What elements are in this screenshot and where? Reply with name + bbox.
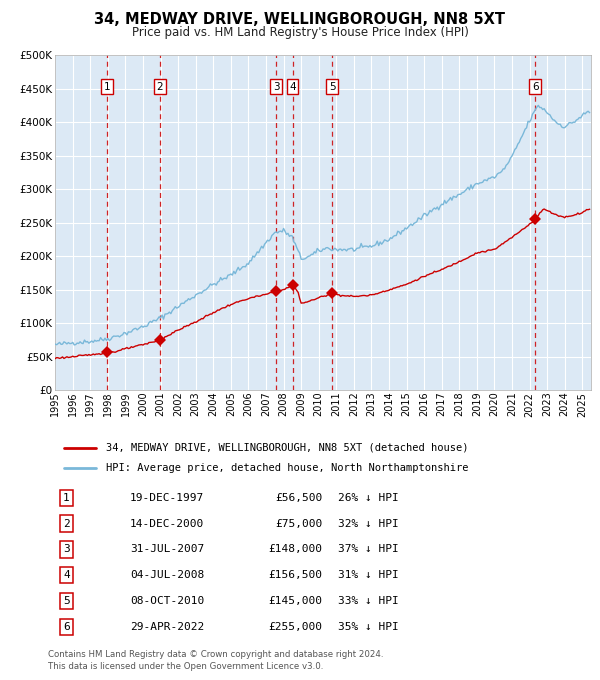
Text: 33% ↓ HPI: 33% ↓ HPI [338,596,399,606]
Text: 31% ↓ HPI: 31% ↓ HPI [338,571,399,580]
Text: £156,500: £156,500 [269,571,323,580]
Text: Contains HM Land Registry data © Crown copyright and database right 2024.: Contains HM Land Registry data © Crown c… [48,649,383,659]
Text: 2: 2 [157,82,163,92]
Text: 5: 5 [63,596,70,606]
Text: 29-APR-2022: 29-APR-2022 [130,622,204,632]
Text: £255,000: £255,000 [269,622,323,632]
Text: £56,500: £56,500 [275,493,323,503]
Text: 4: 4 [289,82,296,92]
Text: 1: 1 [104,82,110,92]
Text: 26% ↓ HPI: 26% ↓ HPI [338,493,399,503]
Text: 2: 2 [63,519,70,528]
Text: 34, MEDWAY DRIVE, WELLINGBOROUGH, NN8 5XT (detached house): 34, MEDWAY DRIVE, WELLINGBOROUGH, NN8 5X… [106,443,469,453]
Text: 34, MEDWAY DRIVE, WELLINGBOROUGH, NN8 5XT: 34, MEDWAY DRIVE, WELLINGBOROUGH, NN8 5X… [95,12,505,27]
Text: 04-JUL-2008: 04-JUL-2008 [130,571,204,580]
Text: 6: 6 [532,82,539,92]
Text: 14-DEC-2000: 14-DEC-2000 [130,519,204,528]
Text: 5: 5 [329,82,335,92]
Text: £145,000: £145,000 [269,596,323,606]
Text: 4: 4 [63,571,70,580]
Text: 35% ↓ HPI: 35% ↓ HPI [338,622,399,632]
Text: 19-DEC-1997: 19-DEC-1997 [130,493,204,503]
Text: 08-OCT-2010: 08-OCT-2010 [130,596,204,606]
Text: 31-JUL-2007: 31-JUL-2007 [130,545,204,554]
Text: 37% ↓ HPI: 37% ↓ HPI [338,545,399,554]
Text: 6: 6 [63,622,70,632]
Text: 32% ↓ HPI: 32% ↓ HPI [338,519,399,528]
Text: HPI: Average price, detached house, North Northamptonshire: HPI: Average price, detached house, Nort… [106,463,469,473]
Text: Price paid vs. HM Land Registry's House Price Index (HPI): Price paid vs. HM Land Registry's House … [131,26,469,39]
Text: 3: 3 [63,545,70,554]
Text: £75,000: £75,000 [275,519,323,528]
Text: 3: 3 [273,82,280,92]
Text: 1: 1 [63,493,70,503]
Text: £148,000: £148,000 [269,545,323,554]
Text: This data is licensed under the Open Government Licence v3.0.: This data is licensed under the Open Gov… [48,662,323,671]
